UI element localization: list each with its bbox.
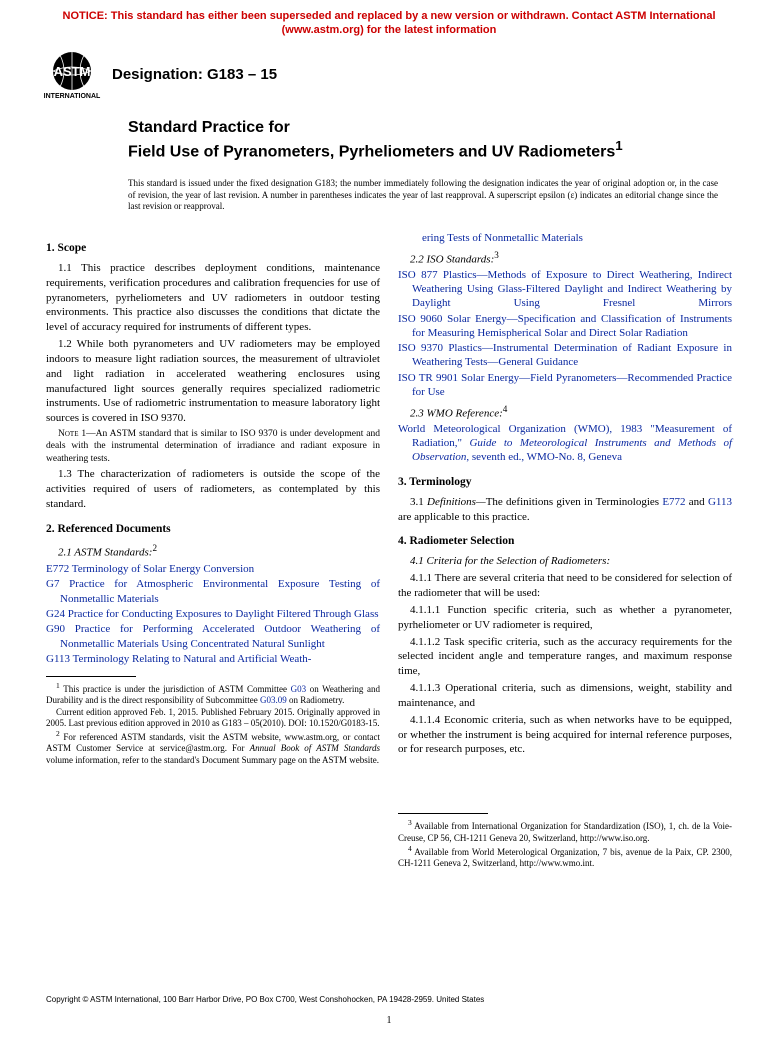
title-line1: Standard Practice for — [128, 118, 718, 138]
footnotes-left: 1 This practice is under the jurisdictio… — [46, 681, 380, 766]
para-1-2: 1.2 While both pyranometers and UV radio… — [46, 337, 380, 426]
right-column: ering Tests of Nonmetallic Materials 2.2… — [398, 231, 732, 869]
ref-iso9060: ISO 9060 Solar Energy—Specification and … — [398, 312, 732, 341]
para-4-1-1-2: 4.1.1.2 Task specific criteria, such as … — [398, 635, 732, 680]
footnote-rule-left — [46, 676, 136, 677]
designation: Designation: G183 – 15 — [112, 65, 277, 85]
subhead-2-3: 2.3 WMO Reference:4 — [398, 403, 732, 422]
svg-text:INTERNATIONAL: INTERNATIONAL — [44, 93, 101, 100]
header-row: ASTM INTERNATIONAL Designation: G183 – 1… — [0, 42, 778, 100]
content-columns: 1. Scope 1.1 This practice describes dep… — [0, 231, 778, 869]
section-1-head: 1. Scope — [46, 241, 380, 256]
copyright-line: Copyright © ASTM International, 100 Barr… — [46, 995, 484, 1005]
para-4-1-1-4: 4.1.1.4 Economic criteria, such as when … — [398, 713, 732, 758]
ref-g90: G90 Practice for Performing Accelerated … — [46, 622, 380, 651]
title-line2: Field Use of Pyranometers, Pyrheliometer… — [128, 138, 718, 162]
para-1-1: 1.1 This practice describes deployment c… — [46, 261, 380, 335]
subhead-2-2: 2.2 ISO Standards:3 — [398, 249, 732, 268]
ref-g113: G113 Terminology Relating to Natural and… — [46, 652, 380, 666]
ref-g7: G7 Practice for Atmospheric Environmenta… — [46, 577, 380, 606]
para-4-1-1-1: 4.1.1.1 Function specific criteria, such… — [398, 603, 732, 633]
astm-logo: ASTM INTERNATIONAL — [42, 50, 102, 100]
ref-iso9370: ISO 9370 Plastics—Instrumental Determina… — [398, 341, 732, 370]
subhead-2-1: 2.1 ASTM Standards:2 — [46, 542, 380, 561]
para-4-1-1-3: 4.1.1.3 Operational criteria, such as di… — [398, 681, 732, 711]
para-1-3: 1.3 The characterization of radiometers … — [46, 467, 380, 512]
ref-iso877: ISO 877 Plastics—Methods of Exposure to … — [398, 268, 732, 311]
section-4-head: 4. Radiometer Selection — [398, 534, 732, 549]
footnote-rule-right — [398, 813, 488, 814]
ref-g113-cont: ering Tests of Nonmetallic Materials — [398, 231, 732, 245]
left-column: 1. Scope 1.1 This practice describes dep… — [46, 231, 380, 869]
section-3-head: 3. Terminology — [398, 475, 732, 490]
ref-wmo: World Meteorological Organization (WMO),… — [398, 422, 732, 465]
ref-e772: E772 Terminology of Solar Energy Convers… — [46, 562, 380, 576]
issuance-note: This standard is issued under the fixed … — [0, 170, 778, 231]
para-4-1-1: 4.1.1 There are several criteria that ne… — [398, 571, 732, 601]
section-2-head: 2. Referenced Documents — [46, 522, 380, 537]
page-number: 1 — [0, 1014, 778, 1027]
ref-g24: G24 Practice for Conducting Exposures to… — [46, 607, 380, 621]
subhead-4-1: 4.1 Criteria for the Selection of Radiom… — [398, 554, 732, 569]
svg-text:ASTM: ASTM — [54, 64, 91, 79]
document-title: Standard Practice for Field Use of Pyran… — [0, 100, 778, 170]
notice-banner: NOTICE: This standard has either been su… — [0, 0, 778, 42]
footnotes-right: 3 Available from International Organizat… — [398, 818, 732, 869]
para-3-1: 3.1 Definitions—The definitions given in… — [398, 495, 732, 525]
note-1: Note 1—An ASTM standard that is similar … — [46, 428, 380, 465]
ref-iso9901: ISO TR 9901 Solar Energy—Field Pyranomet… — [398, 371, 732, 400]
